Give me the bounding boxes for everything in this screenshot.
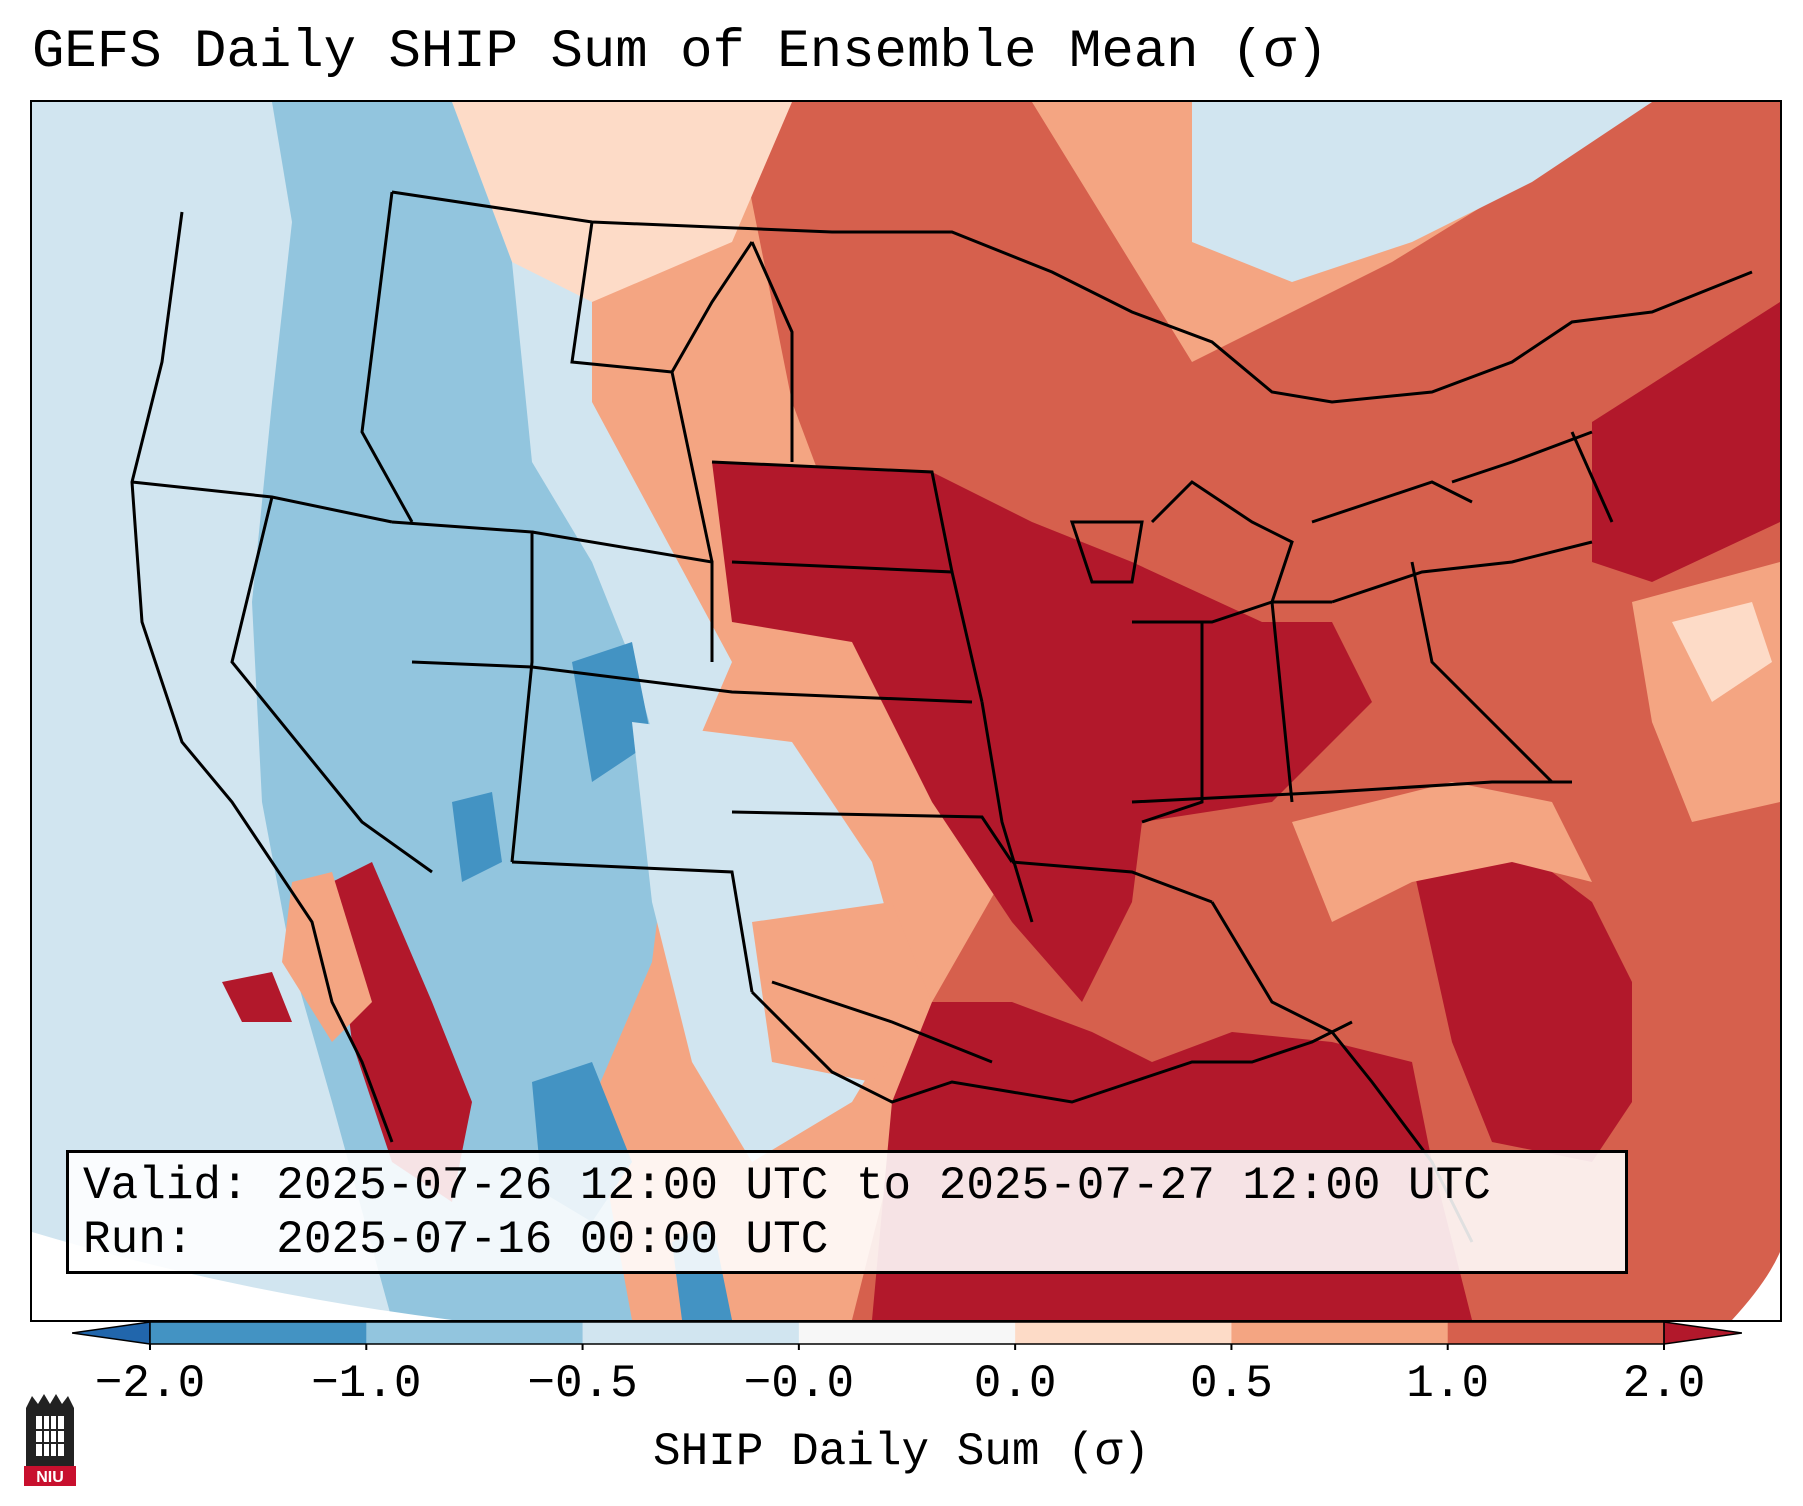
logo-text: NIU	[36, 1469, 64, 1486]
colorbar-tick-label: 0.0	[973, 1358, 1057, 1410]
colorbar-bin	[150, 1322, 367, 1344]
colorbar-bin	[1231, 1322, 1449, 1344]
niu-logo-icon: NIU	[24, 1394, 76, 1486]
colorbar-tick-label: 0.5	[1190, 1358, 1273, 1410]
colorbar-frame	[149, 1321, 1665, 1345]
colorbar-bin	[582, 1322, 800, 1344]
colorbar-extend-low	[72, 1321, 151, 1345]
colorbar-tick-label: −0.0	[743, 1358, 855, 1410]
colorbar-bin	[1447, 1322, 1665, 1344]
boundary-lines	[130, 190, 1753, 1243]
colorbar-tick-label: 1.0	[1406, 1358, 1490, 1410]
colorbar-tick-label: −0.5	[527, 1358, 638, 1410]
ship-anomaly-map	[32, 102, 1780, 1320]
colorbar-tick-label: −1.0	[311, 1358, 422, 1410]
colorbar	[72, 1321, 1742, 1350]
map-panel[interactable]	[30, 100, 1782, 1322]
info-box: Valid: 2025-07-26 12:00 UTC to 2025-07-2…	[66, 1150, 1628, 1274]
run-value: 2025-07-16 00:00 UTC	[276, 1214, 829, 1266]
colorbar-label: SHIP Daily Sum (σ)	[653, 1426, 1150, 1478]
colorbar-extend-high	[1663, 1321, 1742, 1345]
colorbar-tick-label: 2.0	[1622, 1358, 1706, 1410]
map-title: GEFS Daily SHIP Sum of Ensemble Mean (σ)	[32, 22, 1329, 83]
colorbar-bin	[1015, 1322, 1232, 1344]
valid-label: Valid:	[83, 1160, 249, 1212]
valid-value: 2025-07-26 12:00 UTC to 2025-07-27 12:00…	[276, 1160, 1491, 1212]
colorbar-bin	[366, 1322, 584, 1344]
colorbar-tick-label: −2.0	[94, 1358, 206, 1410]
colorbar-bin	[798, 1322, 1016, 1344]
run-label: Run:	[83, 1214, 194, 1266]
